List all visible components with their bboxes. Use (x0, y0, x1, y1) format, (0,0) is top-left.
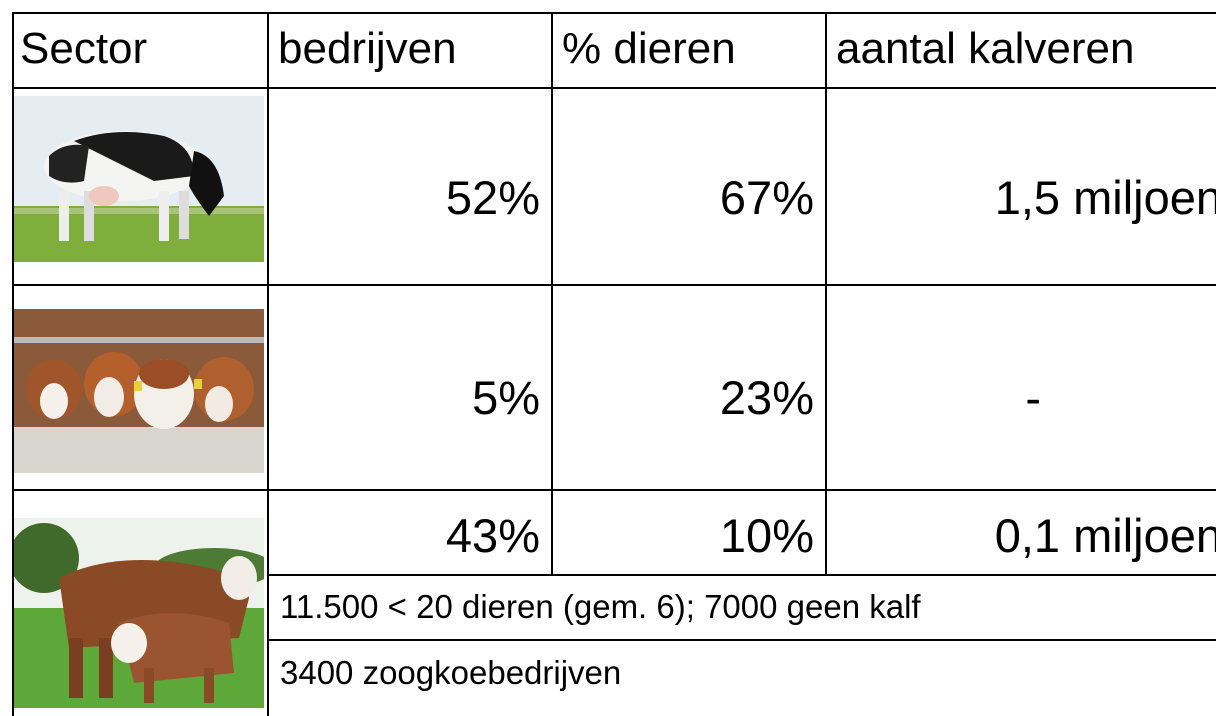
dairy-cow-photo (14, 96, 264, 262)
header-cell: % dieren (562, 24, 736, 74)
table-cell: 67% (720, 170, 814, 225)
slide: Sector bedrijven % dieren aantal kalvere… (0, 0, 1216, 716)
note: 11.500 < 20 dieren (gem. 6); 7000 geen k… (280, 588, 921, 626)
table-cell: - (1025, 370, 1041, 425)
suckler-cow-photo (14, 518, 264, 708)
header-cell: aantal kalveren (836, 24, 1134, 74)
table-border (268, 574, 1216, 576)
table-border (12, 12, 1216, 14)
title-fragment (0, 0, 1216, 10)
table-border (268, 639, 1216, 641)
table-cell: 5% (472, 370, 540, 425)
header-cell: bedrijven (278, 24, 457, 74)
table-cell: 52% (446, 170, 540, 225)
note: 3400 zoogkoebedrijven (280, 654, 621, 692)
table-cell: 23% (720, 370, 814, 425)
table-border (12, 87, 1216, 89)
table-cell: 0,1 miljoen (995, 508, 1216, 563)
table-cell: 43% (446, 508, 540, 563)
header-cell: Sector (20, 24, 147, 74)
table-cell: 1,5 miljoen (995, 170, 1216, 225)
veal-calves-photo (14, 309, 264, 473)
table-border (825, 12, 827, 576)
table-border (12, 489, 1216, 491)
table-cell: 10% (720, 508, 814, 563)
table-border (551, 12, 553, 576)
table-border (267, 12, 269, 716)
table-border (12, 284, 1216, 286)
